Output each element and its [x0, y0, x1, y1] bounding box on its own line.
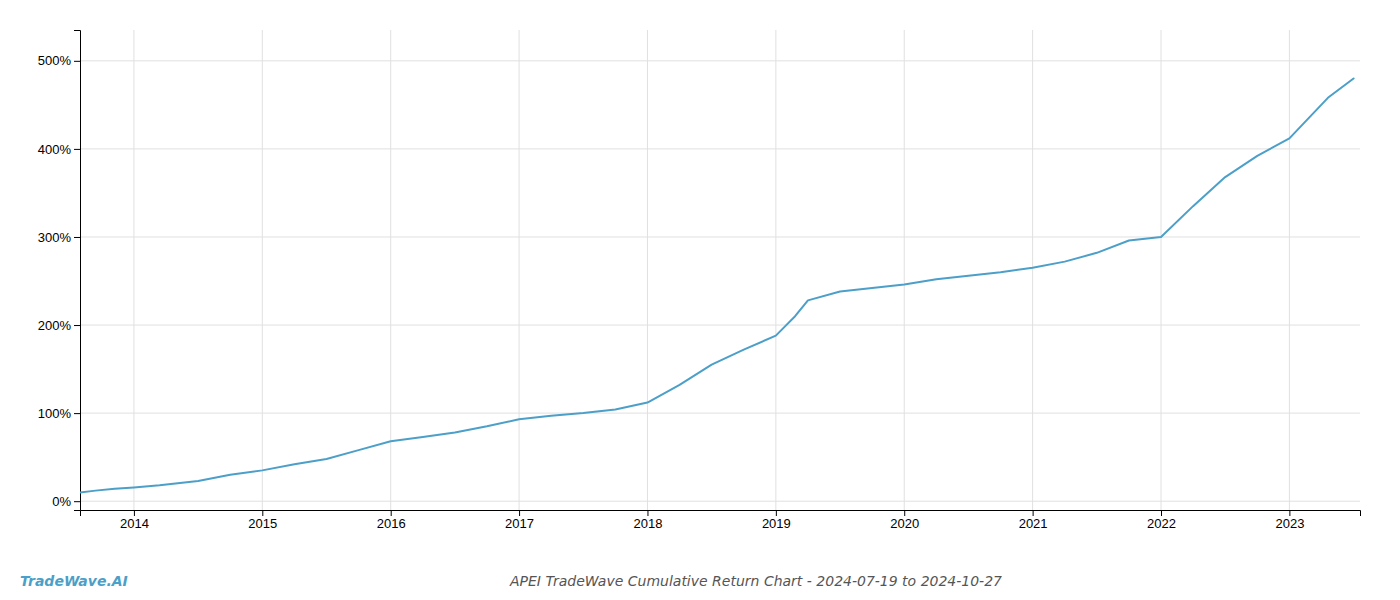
grid-line-x: [1289, 30, 1290, 510]
x-axis-tick: 2016: [377, 510, 406, 531]
y-axis-tick-label: 200%: [38, 318, 72, 333]
grid-line-x: [904, 30, 905, 510]
x-axis-tick-mark: [391, 510, 392, 516]
x-axis-tick: 2015: [248, 510, 277, 531]
y-axis-tick-mark: [74, 325, 80, 326]
y-axis-tick-label: 400%: [38, 142, 72, 157]
x-axis-tick-mark: [1161, 510, 1162, 516]
x-axis-tick-label: 2015: [248, 516, 277, 531]
y-axis: 0% 100% 200% 300% 400% 500%: [38, 31, 81, 511]
line: [80, 78, 1354, 492]
x-axis-tick-mark: [776, 510, 777, 516]
grid-line-x: [775, 30, 776, 510]
grid: [80, 30, 1360, 510]
x-axis-tick: 2018: [634, 510, 663, 531]
y-axis-tick-label: 100%: [38, 406, 72, 421]
grid-line-x: [390, 30, 391, 510]
plot-area: [80, 78, 1354, 492]
x-axis-tick-mark: [1033, 510, 1034, 516]
grid-line-y: [80, 501, 1360, 502]
grid-line-x: [133, 30, 134, 510]
x-axis-tick-label: 2021: [1019, 516, 1048, 531]
grid-line-x: [262, 30, 263, 510]
y-axis-tick: 100%: [38, 406, 80, 421]
title: APEI TradeWave Cumulative Return Chart -…: [509, 573, 1002, 589]
y-axis-tick-mark: [74, 237, 80, 238]
y-axis-tick-mark: [74, 413, 80, 414]
y-axis-tick: 300%: [38, 230, 80, 245]
annotation: TradeWave.AI: [20, 573, 128, 589]
x-axis-tick-mark: [904, 510, 905, 516]
y-axis-tick-mark: [74, 149, 80, 150]
y-axis-tick-mark: [74, 501, 80, 502]
x-axis: 2014 2015 2016 2017 2018 2019 2020 2021 2022 2023: [81, 510, 1361, 531]
y-axis-tick: 500%: [38, 53, 80, 68]
x-axis-tick-label: 2016: [377, 516, 406, 531]
x-axis-tick-label: 2020: [890, 516, 919, 531]
x-axis-tick-mark: [1289, 510, 1290, 516]
y-axis-tick-label: 300%: [38, 230, 72, 245]
x-axis-tick: 2019: [762, 510, 791, 531]
grid-line-y: [80, 236, 1360, 237]
x-axis-tick-label: 2014: [120, 516, 149, 531]
grid-line-x: [519, 30, 520, 510]
grid-line-x: [647, 30, 648, 510]
x-axis-tick: 2023: [1275, 510, 1304, 531]
x-axis-tick: 2017: [505, 510, 534, 531]
chart: 2014 2015 2016 2017 2018 2019 2020 2021 2022 2023…: [0, 0, 1400, 600]
x-axis-tick-mark: [647, 510, 648, 516]
x-axis-tick-label: 2017: [505, 516, 534, 531]
x-axis-tick-label: 2018: [634, 516, 663, 531]
y-axis-tick: 400%: [38, 142, 80, 157]
x-axis-tick-label: 2022: [1147, 516, 1176, 531]
y-axis-tick: 0%: [52, 494, 80, 509]
y-axis-tick-mark: [74, 61, 80, 62]
x-axis-line: [81, 511, 1361, 517]
y-axis-tick: 200%: [38, 318, 80, 333]
x-axis-tick-label: 2023: [1275, 516, 1304, 531]
x-axis-tick: 2021: [1019, 510, 1048, 531]
grid-line-y: [80, 148, 1360, 149]
grid-line-y: [80, 325, 1360, 326]
grid-line-x: [1161, 30, 1162, 510]
grid-line-x: [1032, 30, 1033, 510]
x-axis-tick-label: 2019: [762, 516, 791, 531]
x-axis-tick-mark: [134, 510, 135, 516]
y-axis-tick-label: 0%: [52, 494, 71, 509]
grid-line-y: [80, 60, 1360, 61]
x-axis-tick: 2020: [890, 510, 919, 531]
x-axis-tick: 2022: [1147, 510, 1176, 531]
x-axis-tick-mark: [519, 510, 520, 516]
y-axis-line: [74, 31, 81, 511]
y-axis-tick-label: 500%: [38, 53, 72, 68]
x-axis-tick-mark: [262, 510, 263, 516]
grid-line-y: [80, 413, 1360, 414]
x-axis-tick: 2014: [120, 510, 149, 531]
